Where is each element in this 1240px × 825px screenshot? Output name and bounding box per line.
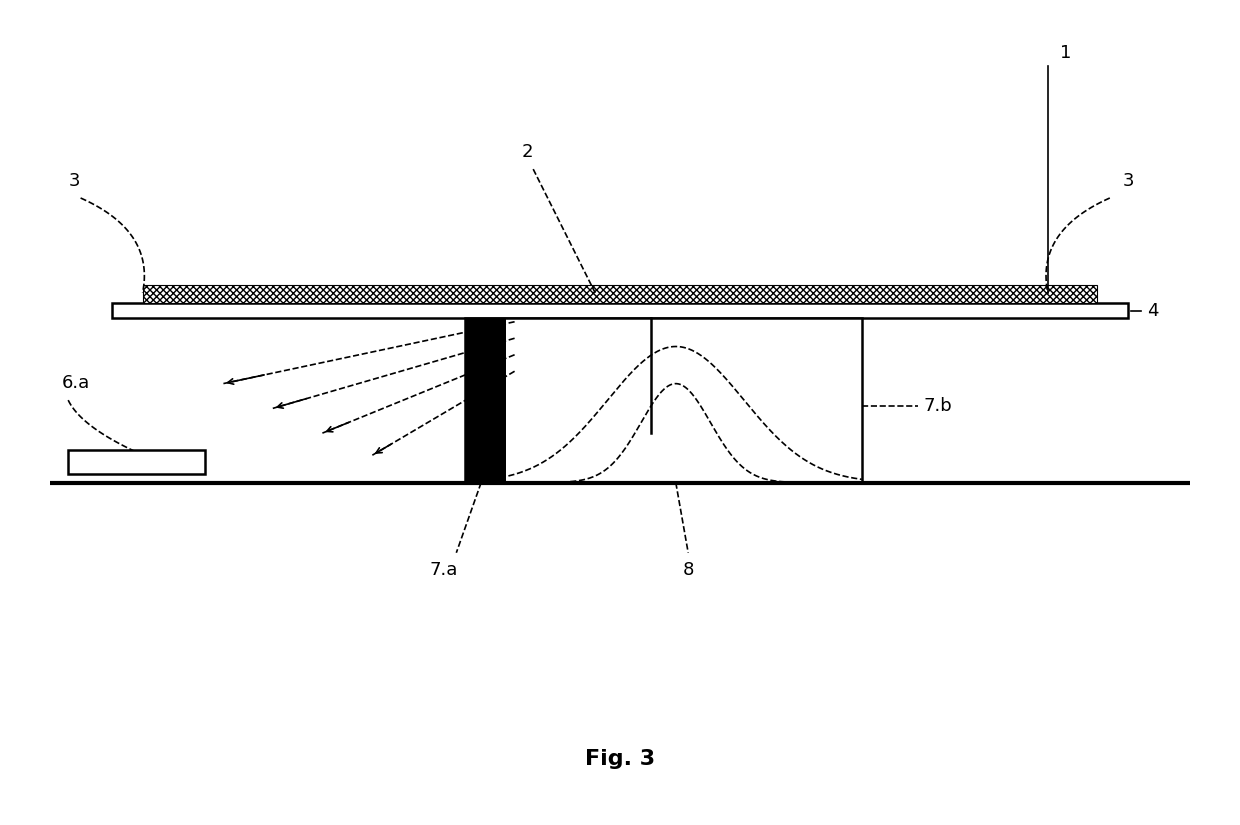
Text: 7.b: 7.b [924, 397, 952, 415]
Bar [465, 318, 506, 483]
Text: 1: 1 [1060, 44, 1071, 62]
Text: 2: 2 [521, 143, 533, 161]
Text: 4: 4 [1147, 302, 1158, 320]
Text: 3: 3 [68, 172, 79, 190]
Bar [465, 318, 862, 483]
Text: 3: 3 [1122, 172, 1133, 190]
Text: 5: 5 [849, 339, 861, 357]
Bar [112, 303, 1128, 318]
Bar [143, 285, 1097, 303]
Text: 8: 8 [682, 561, 694, 579]
Text: 7.a: 7.a [430, 561, 458, 579]
Text: Fig. 3: Fig. 3 [585, 749, 655, 769]
Bar [68, 450, 205, 474]
Text: 6.a: 6.a [62, 374, 91, 392]
